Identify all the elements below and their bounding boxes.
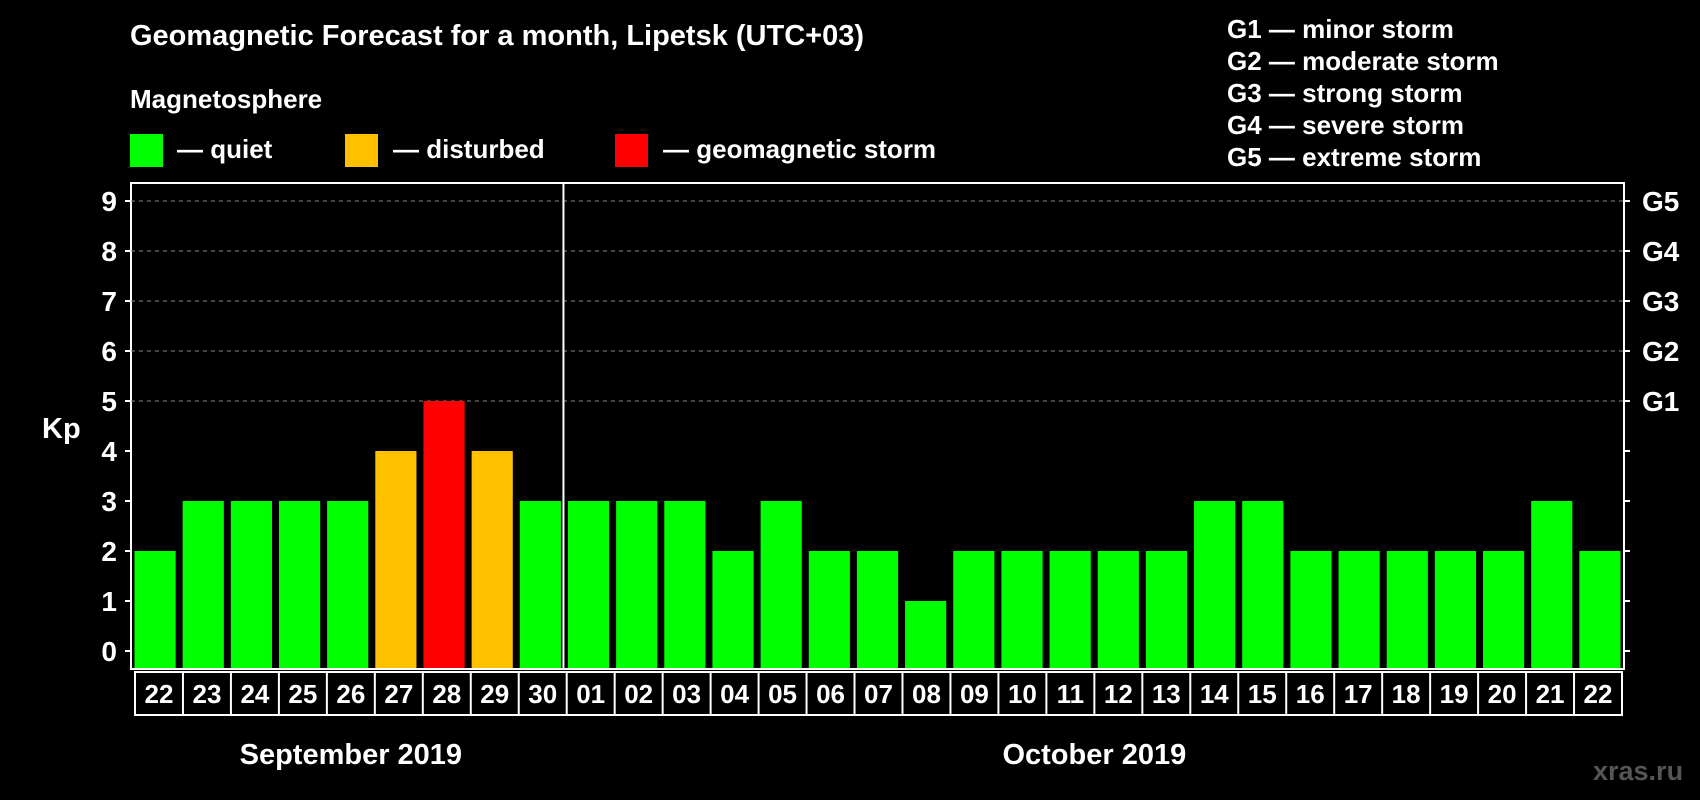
x-tick-label: 05 xyxy=(768,679,797,709)
x-tick-label: 29 xyxy=(480,679,509,709)
y-tick-label: 6 xyxy=(101,336,117,367)
legend-label-quiet: — quiet xyxy=(177,134,273,164)
bar xyxy=(1579,551,1621,668)
watermark: xras.ru xyxy=(1593,756,1684,786)
bar xyxy=(1194,501,1236,668)
x-tick-label: 17 xyxy=(1344,679,1373,709)
bar xyxy=(375,451,417,668)
bar xyxy=(1434,551,1477,668)
x-tick-label: 03 xyxy=(672,679,701,709)
storm-level-g3: G3 — strong storm xyxy=(1227,78,1463,108)
x-tick-label: 14 xyxy=(1200,679,1229,709)
bar xyxy=(664,501,706,668)
x-tick-label: 07 xyxy=(864,679,893,709)
legend-heading: Magnetosphere xyxy=(130,84,323,114)
y-tick-label: 1 xyxy=(101,586,117,617)
y-tick-label: 0 xyxy=(101,636,117,667)
bar xyxy=(567,501,610,668)
right-axis-label: G4 xyxy=(1642,236,1680,267)
storm-level-list: G1 — minor storm G2 — moderate storm G3 … xyxy=(1227,13,1499,173)
bar xyxy=(1483,551,1525,668)
x-tick-label: 04 xyxy=(720,679,749,709)
chart-title: Geomagnetic Forecast for a month, Lipets… xyxy=(130,20,865,52)
x-tick-label: 21 xyxy=(1536,679,1565,709)
month-label: September 2019 xyxy=(240,739,462,771)
right-axis-label: G5 xyxy=(1642,186,1679,217)
bar xyxy=(519,501,561,668)
storm-level-g5: G5 — extreme storm xyxy=(1227,142,1482,172)
right-axis-label: G2 xyxy=(1642,336,1679,367)
bar xyxy=(953,551,995,668)
y-axis-label: Kp xyxy=(42,413,81,445)
bar xyxy=(182,501,224,668)
bar xyxy=(423,401,465,668)
y-tick-label: 8 xyxy=(101,236,117,267)
x-tick-label: 28 xyxy=(432,679,461,709)
bar xyxy=(230,501,272,668)
bar xyxy=(1290,551,1332,668)
x-tick-label: 19 xyxy=(1440,679,1469,709)
plot-frame xyxy=(130,182,1625,670)
y-tick-label: 2 xyxy=(101,536,117,567)
y-tick-label: 5 xyxy=(101,386,117,417)
bar xyxy=(1531,501,1573,668)
legend-swatch-disturbed xyxy=(345,134,378,167)
x-tick-label: 23 xyxy=(192,679,221,709)
bar xyxy=(1386,551,1428,668)
y-tick-label: 9 xyxy=(101,186,117,217)
bar xyxy=(1338,551,1380,668)
x-tick-label: 12 xyxy=(1104,679,1133,709)
bar xyxy=(1049,551,1091,668)
x-tick-label: 08 xyxy=(912,679,941,709)
x-tick-label: 18 xyxy=(1392,679,1421,709)
x-tick-label: 11 xyxy=(1057,679,1085,709)
bar xyxy=(471,451,513,668)
bar xyxy=(905,601,947,668)
legend-swatch-storm xyxy=(615,134,648,167)
x-tick-label: 01 xyxy=(576,679,605,709)
x-tick-label: 10 xyxy=(1008,679,1037,709)
right-axis-label: G3 xyxy=(1642,286,1679,317)
x-tick-label: 20 xyxy=(1488,679,1517,709)
legend-label-storm: — geomagnetic storm xyxy=(663,134,937,164)
bar xyxy=(616,501,658,668)
bar xyxy=(1097,551,1139,668)
legend-label-disturbed: — disturbed xyxy=(393,134,545,164)
bar xyxy=(1001,551,1043,668)
storm-level-g2: G2 — moderate storm xyxy=(1227,46,1499,76)
x-tick-label: 16 xyxy=(1296,679,1325,709)
storm-level-g1: G1 — minor storm xyxy=(1227,14,1454,44)
x-tick-label: 22 xyxy=(1584,679,1613,709)
y-tick-label: 4 xyxy=(101,436,117,467)
bar xyxy=(134,551,176,668)
storm-level-g4: G4 — severe storm xyxy=(1227,110,1465,140)
bar xyxy=(760,501,802,668)
x-tick-label: 09 xyxy=(960,679,989,709)
date-strip xyxy=(134,671,1623,716)
bar xyxy=(856,551,899,668)
x-tick-label: 06 xyxy=(816,679,845,709)
bar xyxy=(712,551,754,668)
bar xyxy=(327,501,369,668)
right-axis-label: G1 xyxy=(1642,386,1679,417)
legend-swatch-quiet xyxy=(130,134,163,167)
x-tick-label: 27 xyxy=(384,679,413,709)
x-tick-label: 30 xyxy=(528,679,557,709)
month-label: October 2019 xyxy=(1002,739,1186,771)
x-tick-label: 26 xyxy=(336,679,365,709)
x-tick-label: 24 xyxy=(240,679,269,709)
bar xyxy=(1145,551,1188,668)
y-tick-label: 7 xyxy=(101,286,117,317)
x-tick-label: 15 xyxy=(1248,679,1277,709)
bar xyxy=(1242,501,1284,668)
y-tick-label: 3 xyxy=(101,486,117,517)
x-tick-label: 22 xyxy=(145,679,174,709)
bar xyxy=(808,551,850,668)
x-tick-label: 02 xyxy=(624,679,653,709)
bar xyxy=(278,501,321,668)
x-tick-label: 13 xyxy=(1152,679,1181,709)
x-tick-label: 25 xyxy=(288,679,317,709)
